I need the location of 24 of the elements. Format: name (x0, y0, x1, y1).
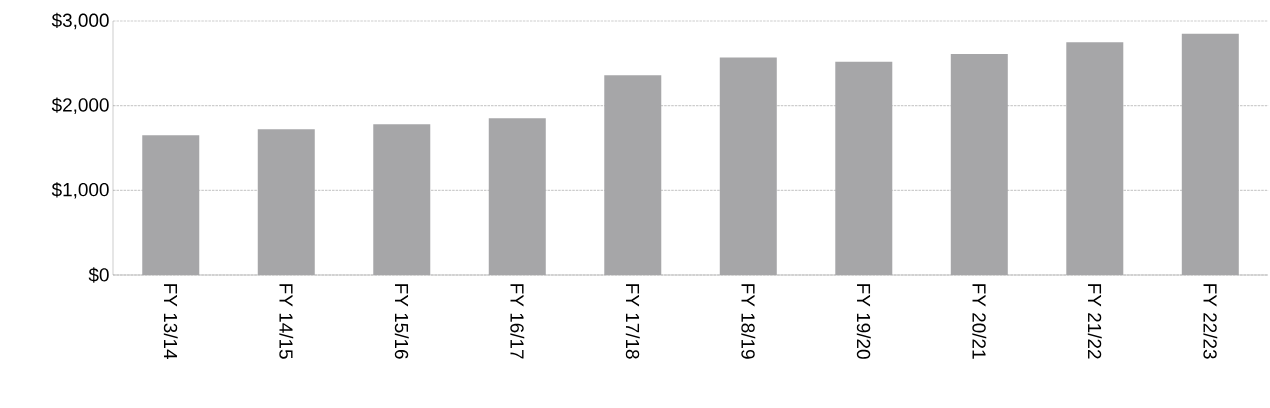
x-tick-label: FY 16/17 (510, 284, 525, 359)
x-tick-label: FY 20/21 (972, 284, 987, 359)
x-tick-label: FY 14/15 (279, 284, 294, 359)
bar (1066, 42, 1124, 275)
bar (488, 118, 546, 275)
x-tick-label: FY 15/16 (394, 284, 409, 359)
bar (257, 129, 315, 275)
bar (835, 61, 893, 275)
bar (719, 57, 777, 275)
bar (1181, 33, 1239, 275)
x-tick-label: FY 13/14 (163, 284, 178, 360)
x-tick-label: FY 18/19 (741, 284, 756, 359)
bar (373, 124, 431, 275)
x-tick-label: FY 19/20 (856, 284, 871, 359)
x-tick-label: FY 21/22 (1087, 284, 1102, 359)
bar (950, 54, 1008, 275)
bar (604, 75, 662, 275)
x-tick-label: FY 22/23 (1203, 284, 1218, 359)
y-tick-label: $0 (88, 267, 109, 283)
x-tick-label: FY 17/18 (625, 284, 640, 359)
y-tick-label: $3,000 (51, 12, 109, 30)
y-tick-label: $1,000 (51, 182, 109, 199)
y-tick-label: $2,000 (51, 97, 109, 114)
bar (142, 135, 200, 275)
